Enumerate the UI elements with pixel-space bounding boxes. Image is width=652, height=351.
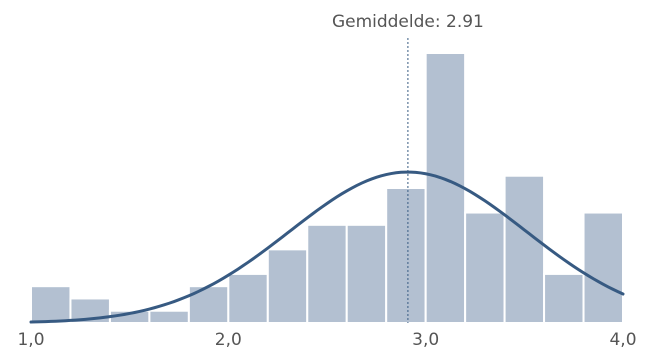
density-curve	[29, 170, 625, 324]
x-tick-label-3: 4,0	[609, 330, 636, 350]
histogram-bar-11	[464, 211, 506, 324]
histogram-bar-6	[266, 248, 309, 324]
histogram-bar-5	[227, 272, 269, 324]
histogram-bar-8	[345, 223, 388, 324]
histogram-bars	[30, 52, 624, 325]
histogram-bar-10	[424, 52, 467, 324]
x-tick-label-1: 2,0	[215, 330, 242, 350]
histogram-bar-9	[385, 187, 427, 324]
x-tick-label-0: 1,0	[17, 330, 44, 350]
x-axis-ticks: 1,0 2,0 3,0 4,0	[17, 330, 636, 350]
mean-label: Gemiddelde: 2.91	[332, 12, 484, 32]
histogram-bar-3	[148, 309, 190, 324]
histogram-bar-14	[582, 211, 624, 324]
histogram-bar-13	[543, 272, 585, 324]
histogram-bar-7	[306, 223, 348, 324]
histogram-bar-12	[503, 174, 546, 324]
histogram-bar-0	[30, 285, 72, 325]
x-tick-label-2: 3,0	[412, 330, 439, 350]
